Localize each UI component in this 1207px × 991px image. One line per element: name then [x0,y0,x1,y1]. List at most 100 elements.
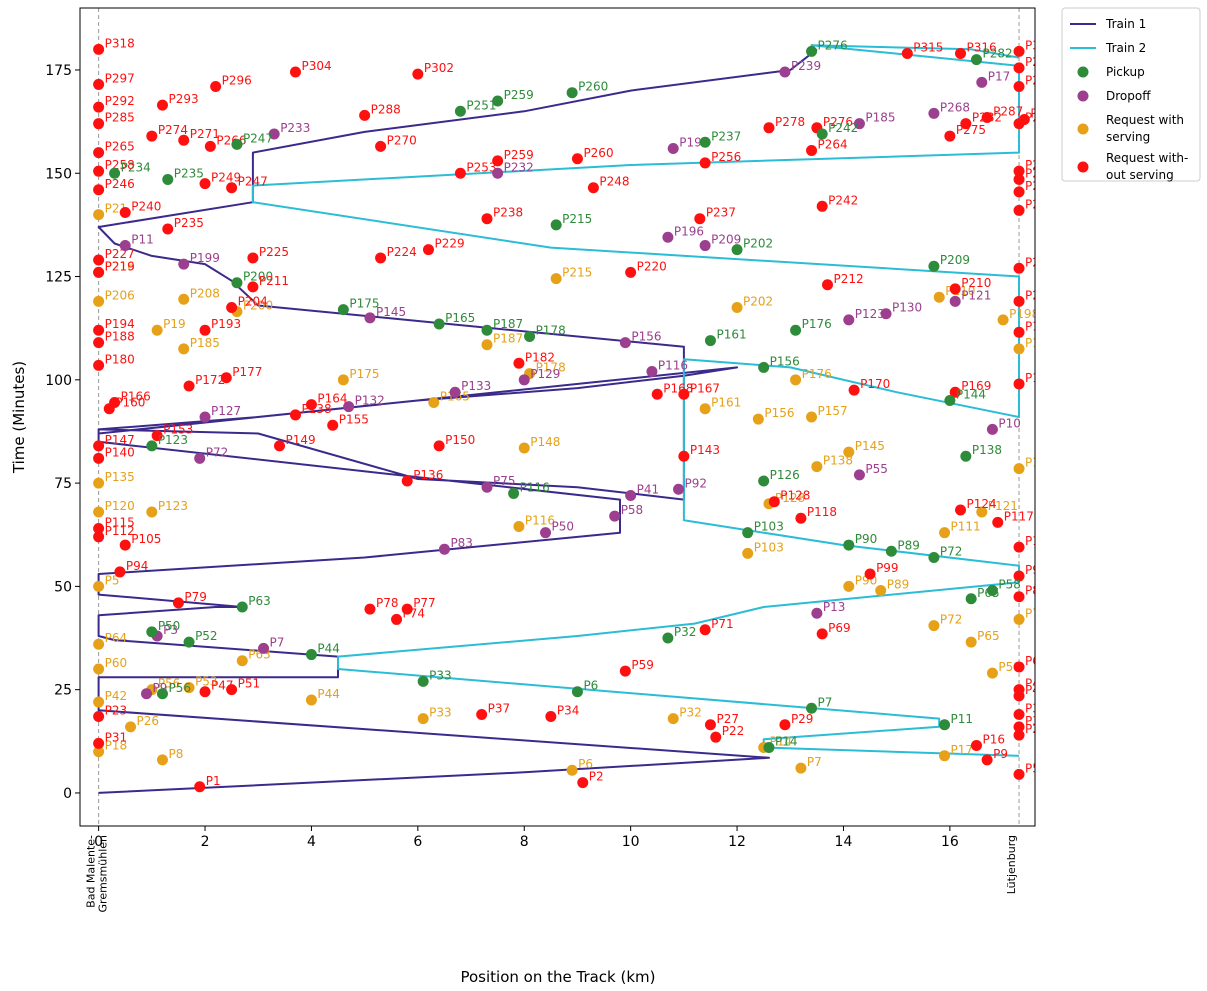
unserved-request-point [199,324,211,336]
unserved-request-point [289,409,301,421]
unserved-request-point-label: P69 [828,621,851,635]
dropoff-point-label: P199 [190,251,220,265]
pickup-point-label: P161 [716,328,746,342]
served-request-point [976,506,988,518]
pickup-point-label: P178 [536,323,566,337]
unserved-request-point-label: P96 [1025,563,1048,577]
unserved-request-point [1013,326,1025,338]
unserved-request-point-label: P180 [105,352,135,366]
unserved-request-point [364,603,376,615]
unserved-request-point-label: P245 [1025,179,1055,193]
served-request-point [156,754,168,766]
unserved-request-point [93,78,105,90]
pickup-point-label: P187 [493,317,523,331]
unserved-request-point [981,111,993,123]
unserved-request-point-label: P37 [488,701,511,715]
served-request-point-label: P187 [493,332,523,346]
train-path [97,48,818,794]
pickup-point-label: P32 [674,625,697,639]
y-tick-label: 75 [54,476,72,492]
unserved-request-point [1013,684,1025,696]
legend: Train 1 Train 2 Pickup Dropoff Request with s… [1061,7,1201,182]
pickup-point [986,585,998,597]
served-request-point [93,638,105,650]
legend-label: out serving [1106,168,1174,182]
served-request-point-label: P198 [1009,307,1039,321]
pickup-point [704,335,716,347]
pickup-point-label: P144 [956,387,986,401]
unserved-request-point [492,155,504,167]
unserved-request-point [412,68,424,80]
served-request-point-label: P184 [1025,336,1055,350]
served-request-point [752,413,764,425]
pickup-point-label: P103 [754,520,784,534]
served-request-point [566,764,578,776]
served-request-point-label: P120 [105,499,135,513]
pickup-point-label: P202 [743,237,773,251]
unserved-request-point-label: P249 [211,171,241,185]
pickup-point [843,539,855,551]
x-tick-label: 12 [728,834,746,850]
served-request-point [811,461,823,473]
dropoff-point [699,240,711,252]
served-request-point [1013,613,1025,625]
unserved-request-point-label: P240 [131,200,161,214]
dropoff-point [853,469,865,481]
x-axis-title: Position on the Track (km) [460,968,655,986]
y-axis-title: Time (Minutes) [10,361,28,474]
dropoff-point-label: P83 [450,536,473,550]
dropoff-point [843,314,855,326]
unserved-request-point [694,213,706,225]
unserved-request-point [1013,661,1025,673]
served-request-point-label: P8 [168,747,183,761]
unserved-request-point-label: P297 [105,71,135,85]
served-request-point-label: P7 [807,755,822,769]
unserved-request-point-label: P210 [961,276,991,290]
x-tick-label: 10 [622,834,640,850]
unserved-request-point [1013,165,1025,177]
unserved-request-point-label: P79 [184,590,207,604]
served-request-point [305,694,317,706]
pickup-point [337,304,349,316]
x-tick-label: 2 [201,834,210,850]
dropoff-point-label: P209 [711,233,741,247]
pickup-point [454,105,466,117]
unserved-request-point [992,516,1004,528]
unserved-request-point [476,708,488,720]
unserved-request-point-label: P94 [126,559,149,573]
legend-label: Train 1 [1105,17,1146,31]
unserved-request-point-label: P29 [791,712,814,726]
served-request-point-label: P33 [429,706,452,720]
unserved-request-point [199,178,211,190]
pickup-point [433,318,445,330]
pickup-point [960,450,972,462]
served-request-point [93,209,105,221]
unserved-request-point-label: P241 [1025,197,1055,211]
legend-marker-swatch [1077,66,1089,78]
served-request-point [843,446,855,458]
unserved-request-point [848,384,860,396]
unserved-request-point-label: P259 [504,148,534,162]
pickup-point-label: P260 [578,80,608,94]
served-request-point [125,721,137,733]
pickup-point-label: P7 [818,695,833,709]
dropoff-point-label: P156 [631,330,661,344]
pickup-point [481,324,493,336]
unserved-request-point [1013,204,1025,216]
unserved-request-point-label: P170 [860,377,890,391]
served-request-point-label: P176 [802,367,832,381]
unserved-request-point [513,357,525,369]
legend-label: Train 2 [1105,41,1146,55]
unserved-request-point [220,372,232,384]
served-request-point [875,585,887,597]
unserved-request-point [806,145,818,157]
legend-marker-swatch [1077,123,1089,135]
unserved-request-point [795,512,807,524]
unserved-request-point [93,101,105,113]
pickup-point [524,330,536,342]
pickup-point [662,632,674,644]
dropoff-point [609,510,621,522]
pickup-point-label: P123 [158,433,188,447]
unserved-request-point [210,80,222,92]
